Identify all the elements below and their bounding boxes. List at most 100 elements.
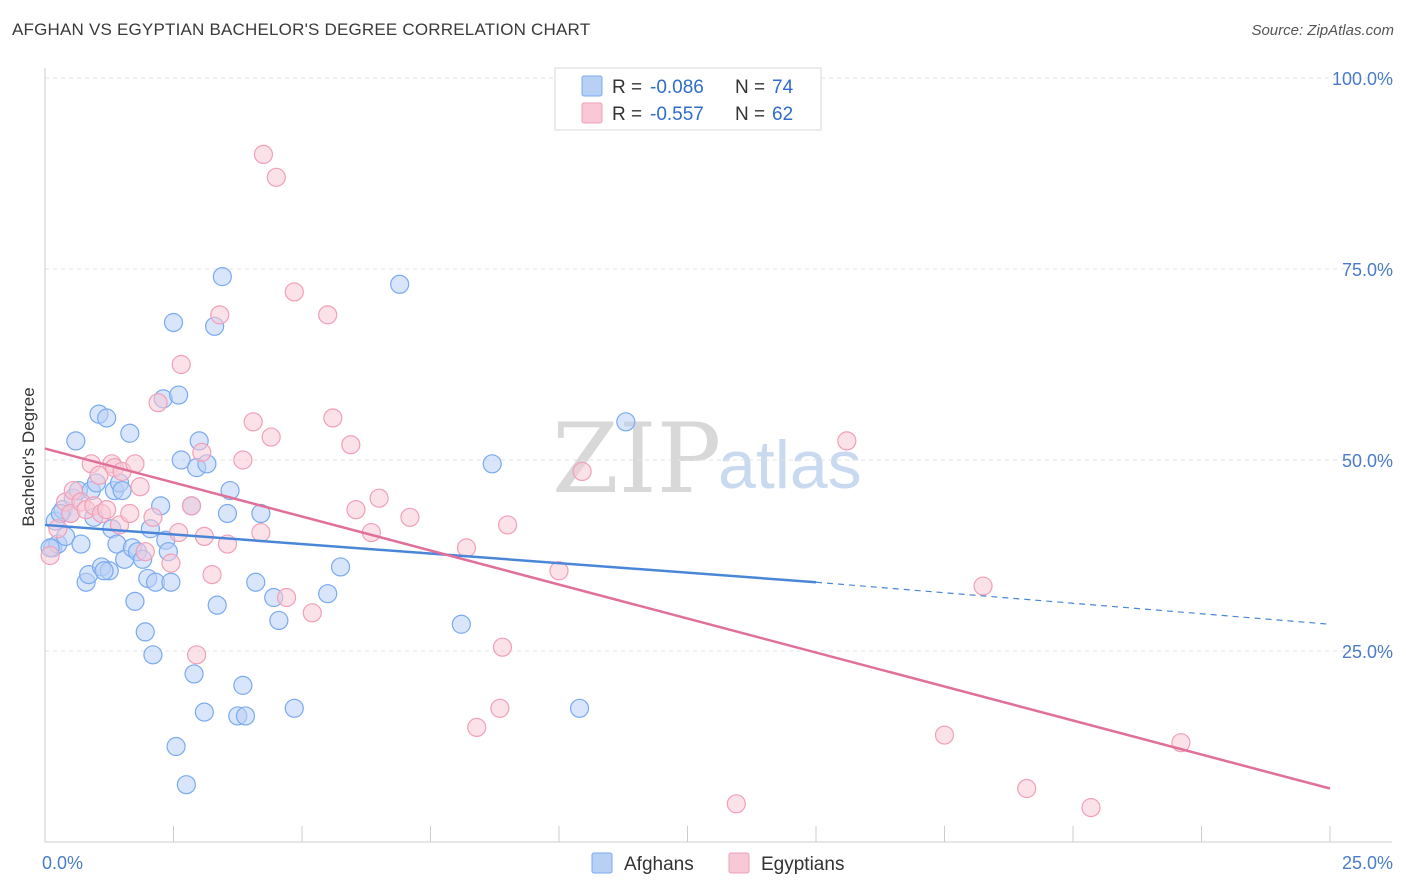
data-point-egyptians — [572, 461, 592, 482]
data-point-afghans — [143, 645, 163, 665]
data-point-afghans — [235, 706, 256, 726]
data-point-afghans — [194, 702, 214, 722]
legend-n-label-afghans: N = — [735, 77, 765, 98]
data-point-egyptians — [837, 431, 857, 451]
data-point-egyptians — [1081, 798, 1101, 818]
y-tick-label: 75.0% — [1342, 260, 1393, 280]
y-axis-label: Bachelor's Degree — [19, 387, 38, 526]
legend-box: R = -0.086 N = 74 R = -0.557 N = 62 — [554, 67, 822, 131]
legend-r-value-afghans: -0.086 — [650, 77, 704, 98]
data-point-afghans — [246, 572, 266, 592]
legend-n-value-egyptians: 62 — [772, 104, 793, 125]
trend-line-afghans — [44, 523, 817, 584]
bottom-legend-swatch-egyptians — [728, 852, 750, 874]
data-point-afghans — [176, 775, 196, 795]
data-point-afghans — [569, 698, 590, 718]
data-point-egyptians — [148, 393, 168, 413]
data-point-egyptians — [467, 717, 487, 738]
data-point-afghans — [166, 736, 186, 757]
data-point-afghans — [125, 591, 145, 611]
data-point-egyptians — [243, 412, 263, 432]
data-point-egyptians — [97, 500, 117, 520]
data-point-egyptians — [934, 725, 955, 745]
data-point-egyptians — [302, 603, 322, 623]
data-point-afghans — [212, 267, 232, 287]
data-point-egyptians — [341, 435, 361, 455]
data-point-afghans — [71, 534, 91, 554]
legend-r-label-egyptians: R = — [612, 104, 642, 125]
trend-line-egyptians — [44, 447, 1331, 790]
data-point-afghans — [161, 572, 181, 592]
chart-title: AFGHAN VS EGYPTIAN BACHELOR'S DEGREE COR… — [12, 20, 591, 39]
data-point-afghans — [284, 698, 304, 718]
y-tick-label: 25.0% — [1342, 642, 1393, 662]
data-point-egyptians — [266, 167, 286, 187]
legend-r-value-egyptians: -0.557 — [650, 104, 704, 125]
data-point-egyptians — [318, 305, 338, 325]
data-point-egyptians — [48, 519, 68, 539]
data-point-egyptians — [130, 477, 150, 497]
data-point-egyptians — [253, 144, 274, 164]
data-point-egyptians — [171, 354, 191, 375]
data-point-egyptians — [456, 538, 477, 558]
data-point-afghans — [233, 675, 253, 695]
data-point-afghans — [207, 595, 227, 615]
legend-n-label-egyptians: N = — [735, 104, 765, 125]
data-point-afghans — [120, 423, 140, 443]
y-tick-label: 50.0% — [1342, 451, 1393, 471]
tick-labels: 25.0% 50.0% 75.0% 100.0% 0.0% 25.0% — [42, 69, 1393, 873]
data-point-egyptians — [369, 488, 389, 508]
data-point-egyptians — [400, 507, 420, 527]
data-point-afghans — [330, 557, 351, 577]
data-point-egyptians — [498, 515, 518, 535]
data-point-egyptians — [202, 564, 222, 585]
data-point-egyptians — [143, 507, 163, 527]
bottom-legend-label-afghans: Afghans — [624, 854, 694, 875]
data-point-egyptians — [161, 553, 181, 573]
legend-swatch-egyptians — [581, 102, 603, 124]
axes — [44, 68, 1392, 843]
data-point-egyptians — [323, 408, 343, 428]
watermark-zip: ZIP — [552, 403, 721, 515]
trend-lines — [44, 447, 1331, 790]
data-point-egyptians — [1017, 778, 1037, 799]
data-point-afghans — [184, 664, 204, 684]
data-point-egyptians — [490, 698, 510, 718]
data-point-afghans — [269, 610, 289, 631]
x-tick-label-max: 25.0% — [1342, 853, 1393, 873]
x-tick-label-min: 0.0% — [42, 853, 83, 873]
data-point-afghans — [66, 431, 86, 451]
data-point-afghans — [135, 622, 155, 642]
bottom-legend: Afghans Egyptians — [591, 852, 844, 875]
data-point-egyptians — [276, 587, 297, 608]
data-point-afghans — [169, 385, 189, 405]
data-point-afghans — [390, 274, 410, 294]
data-point-egyptians — [192, 442, 212, 462]
data-point-egyptians — [120, 503, 140, 524]
data-point-egyptians — [284, 282, 304, 302]
data-point-afghans — [112, 480, 132, 501]
legend-r-label-afghans: R = — [612, 77, 642, 98]
data-point-egyptians — [261, 427, 281, 447]
data-point-egyptians — [251, 522, 271, 543]
y-tick-label: 100.0% — [1332, 69, 1393, 89]
gridlines — [45, 77, 1392, 652]
data-point-afghans — [94, 561, 114, 581]
legend-n-value-afghans: 74 — [772, 77, 794, 98]
data-point-egyptians — [726, 794, 746, 814]
data-point-afghans — [318, 584, 338, 604]
trend-line-extension-afghans — [815, 581, 1331, 625]
data-point-egyptians — [89, 465, 109, 485]
data-point-afghans — [482, 454, 502, 474]
data-point-afghans — [217, 503, 238, 524]
data-point-afghans — [171, 450, 191, 470]
data-point-egyptians — [40, 545, 60, 566]
data-point-egyptians — [135, 542, 155, 562]
data-point-egyptians — [973, 576, 993, 596]
data-point-egyptians — [210, 305, 230, 325]
data-point-afghans — [616, 412, 636, 432]
data-point-egyptians — [233, 450, 253, 470]
data-point-afghans — [97, 408, 117, 428]
source-credit: Source: ZipAtlas.com — [1251, 22, 1394, 39]
